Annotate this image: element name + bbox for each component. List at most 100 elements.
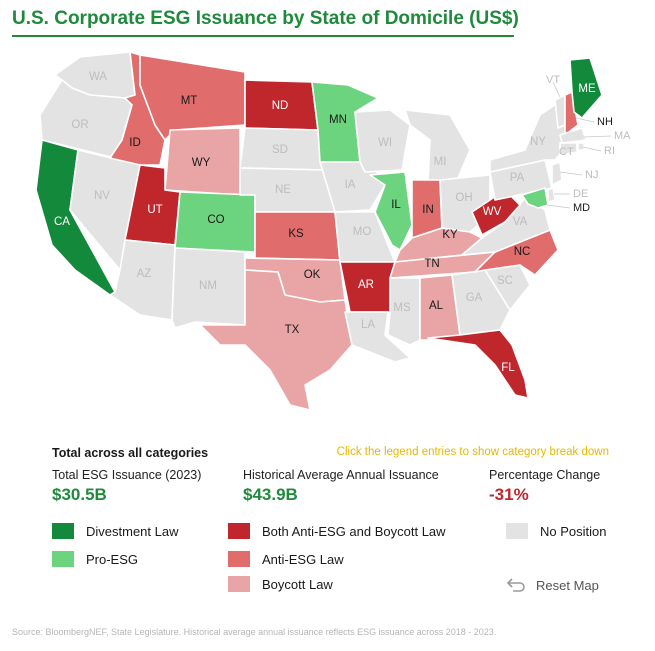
stat-total: Total ESG Issuance (2023) $30.5B: [52, 468, 201, 505]
label-ky: KY: [442, 229, 458, 241]
state-md[interactable]: [521, 187, 549, 209]
label-ms: MS: [393, 302, 411, 314]
label-sc: SC: [497, 275, 513, 287]
us-states-map: WA OR CA NV ID MT WY UT AZ CO NM ND SD N…: [35, 51, 631, 410]
stat-average-value: $43.9B: [243, 485, 298, 504]
label-va: VA: [513, 216, 528, 228]
label-la: LA: [361, 319, 375, 331]
label-pa: PA: [510, 172, 525, 184]
state-wi[interactable]: [354, 109, 411, 173]
label-wy: WY: [192, 157, 211, 169]
legend-label-both: Both Anti-ESG and Boycott Law: [262, 523, 446, 539]
state-ri[interactable]: [577, 142, 585, 151]
map-title: U.S. Corporate ESG Issuance by State of …: [12, 8, 519, 29]
label-ne: NE: [275, 184, 291, 196]
label-nm: NM: [199, 280, 217, 292]
legend-hint: Click the legend entries to show categor…: [336, 446, 609, 458]
state-nj[interactable]: [551, 161, 563, 186]
legend-divestment-law[interactable]: Divestment Law: [52, 522, 178, 540]
legend-pro-esg[interactable]: Pro-ESG: [52, 550, 138, 568]
legend-both-anti-esg-boycott[interactable]: Both Anti-ESG and Boycott Law: [228, 522, 446, 540]
label-ny: NY: [530, 136, 546, 148]
label-wa: WA: [89, 71, 107, 83]
title-underline: [12, 35, 514, 37]
label-nd: ND: [272, 100, 289, 112]
label-wv: WV: [483, 206, 502, 218]
label-ut: UT: [147, 204, 162, 216]
legend-no-position[interactable]: No Position: [506, 522, 606, 540]
state-mo[interactable]: [334, 211, 396, 263]
state-ma[interactable]: [559, 127, 587, 144]
legend-swatch-no-position: [506, 523, 528, 539]
state-la[interactable]: [344, 311, 411, 363]
label-me: ME: [578, 83, 596, 95]
label-md: MD: [573, 202, 590, 214]
legend-label-boycott: Boycott Law: [262, 576, 333, 592]
label-nv: NV: [94, 190, 110, 202]
stat-change-label: Percentage Change: [489, 468, 601, 482]
label-ca: CA: [54, 216, 70, 228]
label-ri: RI: [604, 145, 615, 157]
label-ga: GA: [466, 292, 483, 304]
legend-swatch-divestment: [52, 523, 74, 539]
state-il[interactable]: [369, 171, 413, 251]
label-sd: SD: [272, 144, 288, 156]
label-ct: CT: [559, 146, 574, 158]
label-nh: NH: [597, 116, 613, 128]
state-nh[interactable]: [564, 91, 579, 136]
label-fl: FL: [501, 362, 515, 374]
legend-swatch-both: [228, 523, 250, 539]
legend-boycott-law[interactable]: Boycott Law: [228, 575, 333, 593]
label-tx: TX: [285, 324, 300, 336]
state-de[interactable]: [547, 187, 556, 203]
label-az: AZ: [137, 268, 152, 280]
label-id: ID: [129, 137, 141, 149]
label-mo: MO: [353, 226, 372, 238]
label-in: IN: [422, 204, 434, 216]
legend-swatch-anti-esg: [228, 551, 250, 567]
state-ct[interactable]: [559, 142, 578, 156]
label-de: DE: [573, 188, 588, 200]
label-il: IL: [391, 199, 401, 211]
label-nc: NC: [514, 246, 531, 258]
label-mn: MN: [329, 114, 347, 126]
label-mi: MI: [434, 156, 447, 168]
label-nj: NJ: [585, 169, 598, 181]
reset-map-label: Reset Map: [536, 577, 599, 593]
label-ks: KS: [288, 228, 304, 240]
label-oh: OH: [455, 192, 472, 204]
label-ma: MA: [614, 130, 631, 142]
source-note: Source: BloombergNEF, State Legislature.…: [12, 627, 497, 637]
stat-change-value: -31%: [489, 485, 529, 504]
state-fl[interactable]: [427, 329, 529, 399]
state-mi[interactable]: [404, 109, 471, 183]
stat-average: Historical Average Annual Issuance $43.9…: [243, 468, 439, 505]
label-vt: VT: [546, 74, 560, 86]
legend-swatch-boycott: [228, 576, 250, 592]
label-or: OR: [71, 119, 88, 131]
stat-total-value: $30.5B: [52, 485, 107, 504]
label-wi: WI: [378, 137, 392, 149]
stat-total-label: Total ESG Issuance (2023): [52, 468, 202, 482]
state-tx[interactable]: [199, 269, 353, 410]
label-ar: AR: [358, 279, 374, 291]
label-mt: MT: [181, 95, 198, 107]
undo-arrow-icon: [506, 578, 525, 592]
legend-label-anti-esg: Anti-ESG Law: [262, 551, 344, 567]
state-wv[interactable]: [471, 189, 521, 236]
legend-label-no-position: No Position: [540, 523, 607, 539]
label-tn: TN: [424, 258, 439, 270]
label-co: CO: [207, 214, 224, 226]
stat-average-label: Historical Average Annual Issuance: [243, 468, 439, 482]
label-ok: OK: [304, 269, 321, 281]
label-al: AL: [429, 300, 444, 312]
legend-swatch-pro-esg: [52, 551, 74, 567]
state-nm[interactable]: [171, 247, 246, 329]
legend-label-divestment: Divestment Law: [86, 523, 179, 539]
stats-heading: Total across all categories: [52, 446, 209, 460]
legend-anti-esg-law[interactable]: Anti-ESG Law: [228, 550, 344, 568]
reset-map-button[interactable]: Reset Map: [506, 575, 599, 595]
state-me[interactable]: [569, 57, 603, 119]
stat-change: Percentage Change -31%: [489, 468, 600, 505]
legend-label-pro-esg: Pro-ESG: [86, 551, 139, 567]
